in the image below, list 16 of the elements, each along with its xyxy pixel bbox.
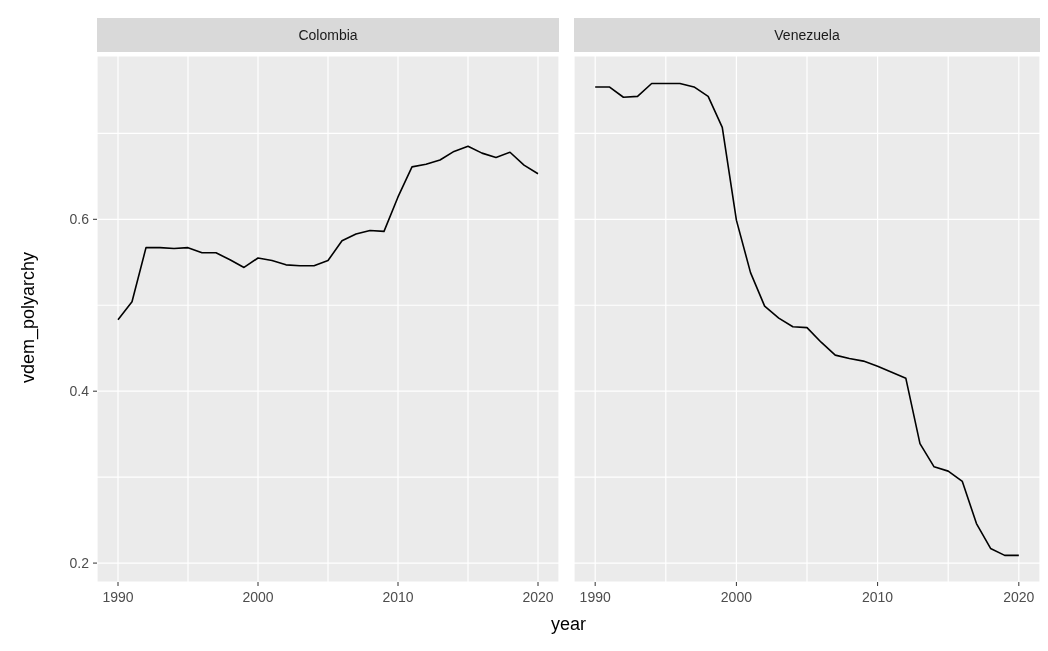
y-tick-label: 0.2 (69, 555, 90, 572)
x-tick-label: 1990 (102, 589, 134, 605)
chart-title: Colombia (97, 18, 559, 52)
chart-title: Venezuela (574, 18, 1040, 52)
y-tick-label: 0.6 (69, 211, 90, 228)
x-tick-label: 2000 (720, 589, 753, 605)
x-tick-label: 2010 (382, 589, 414, 605)
line-series (117, 145, 539, 321)
x-tick-label: 1990 (579, 589, 611, 605)
x-tick-label: 2010 (862, 589, 894, 605)
y-tick-label: 0.4 (69, 383, 90, 400)
x-tick-label: 2020 (1003, 589, 1035, 605)
y-axis-title: vdem_polyarchy (17, 250, 39, 386)
x-axis-title: year (550, 614, 587, 635)
x-tick-label: 2000 (242, 589, 274, 605)
x-tick-label: 2020 (522, 589, 554, 605)
